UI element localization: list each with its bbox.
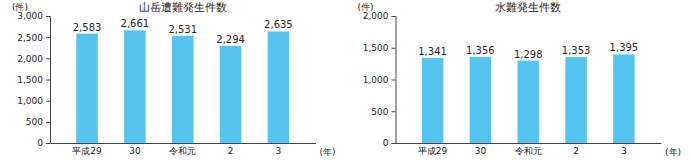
data-label: 1,356	[466, 45, 495, 56]
bar	[517, 61, 539, 143]
x-tick: 令和元	[515, 146, 542, 156]
bars	[422, 54, 635, 143]
y-axis: 0 500 1,000 1,500 2,000	[363, 11, 396, 148]
y-tick-label: 500	[371, 107, 388, 117]
y-tick-mark	[46, 80, 50, 81]
y-tick: 2,500	[17, 33, 50, 43]
bars	[76, 30, 289, 143]
y-tick-mark	[46, 143, 50, 144]
y-tick-label: 3,000	[17, 11, 43, 21]
bar	[76, 34, 98, 143]
y-tick-mark	[392, 111, 396, 112]
y-tick: 1,000	[363, 75, 396, 85]
data-label: 2,583	[73, 22, 102, 33]
bar	[172, 36, 194, 143]
x-tick: 3	[621, 146, 627, 156]
x-tick: 30	[475, 146, 487, 156]
y-tick-label: 500	[26, 117, 43, 127]
data-label: 2,294	[216, 34, 245, 45]
x-tick-label: 平成29	[72, 146, 102, 156]
y-tick-mark	[46, 37, 50, 38]
y-tick-mark	[46, 16, 50, 17]
y-tick-mark	[392, 143, 396, 144]
y-tick: 500	[26, 117, 50, 127]
x-tick: 令和元	[169, 146, 196, 156]
x-axis-title: (年)	[665, 147, 681, 157]
data-label: 1,298	[514, 49, 543, 60]
x-axis-line	[51, 143, 317, 144]
y-tick-label: 2,000	[17, 54, 43, 64]
x-axis-title: (年)	[320, 147, 336, 157]
data-labels: 1,341 1,356 1,298 1,353 1,395	[418, 42, 638, 59]
data-label: 2,531	[168, 24, 197, 35]
y-tick-label: 1,500	[363, 43, 389, 53]
y-tick: 2,000	[17, 54, 50, 64]
bar	[565, 57, 587, 143]
y-tick: 500	[371, 107, 395, 117]
y-tick-label: 0	[37, 138, 43, 148]
y-axis-line	[46, 17, 51, 144]
y-tick-mark	[46, 101, 50, 102]
y-axis-line	[392, 17, 397, 144]
y-tick-mark	[46, 58, 50, 59]
chart-panel: 山岳遭難発生件数(件)05001,0001,5002,0002,5003,000…	[12, 1, 336, 157]
x-tick-label: 令和元	[169, 146, 196, 156]
bar	[220, 46, 242, 143]
y-tick: 0	[37, 138, 50, 148]
y-tick-mark	[392, 80, 396, 81]
data-label: 2,661	[121, 18, 150, 29]
y-tick-label: 2,500	[17, 33, 43, 43]
bar	[470, 57, 492, 143]
x-axis-line	[396, 143, 662, 144]
x-tick-label: 30	[475, 146, 487, 156]
chart-title: 水難発生件数	[495, 1, 561, 14]
data-label: 2,635	[264, 19, 293, 30]
figure: 山岳遭難発生件数(件)05001,0001,5002,0002,5003,000…	[0, 0, 691, 161]
y-tick-label: 0	[383, 138, 389, 148]
x-tick-label: 2	[573, 146, 579, 156]
x-axis: 平成29 30 令和元 2 3	[396, 144, 662, 157]
y-tick: 2,000	[363, 11, 396, 21]
x-tick: 2	[573, 146, 579, 156]
x-tick-label: 30	[129, 146, 141, 156]
data-labels: 2,583 2,661 2,531 2,294 2,635	[73, 18, 293, 45]
y-tick-label: 2,000	[363, 11, 389, 21]
x-tick: 3	[276, 146, 282, 156]
chart-panel: 水難発生件数(件)05001,0001,5002,000平成2930令和元23(…	[357, 1, 681, 157]
x-tick: 2	[228, 146, 234, 156]
y-tick: 0	[383, 138, 396, 148]
y-tick: 1,500	[17, 75, 50, 85]
y-tick-label: 1,000	[17, 96, 43, 106]
data-label: 1,341	[418, 46, 447, 57]
x-tick-label: 平成29	[418, 146, 448, 156]
x-tick: 平成29	[418, 146, 448, 156]
chart-title: 山岳遭難発生件数	[139, 1, 227, 14]
y-axis: 0 500 1,000 1,500 2,000 2,500 3,000	[17, 11, 50, 148]
bar	[268, 31, 290, 143]
x-tick-label: 2	[228, 146, 234, 156]
bar	[422, 58, 444, 143]
y-tick: 3,000	[17, 11, 50, 21]
y-tick: 1,000	[17, 96, 50, 106]
x-tick-label: 3	[276, 146, 282, 156]
y-tick-mark	[392, 16, 396, 17]
x-tick-label: 令和元	[515, 146, 542, 156]
x-tick: 平成29	[72, 146, 102, 156]
y-tick-mark	[46, 122, 50, 123]
y-tick-mark	[392, 48, 396, 49]
x-tick: 30	[129, 146, 141, 156]
y-tick: 1,500	[363, 43, 396, 53]
y-tick-label: 1,000	[363, 75, 389, 85]
bar	[124, 30, 146, 143]
bar	[613, 54, 635, 143]
y-tick-label: 1,500	[17, 75, 43, 85]
data-label: 1,395	[610, 42, 639, 53]
x-axis: 平成29 30 令和元 2 3	[51, 144, 317, 157]
data-label: 1,353	[562, 45, 591, 56]
x-tick-label: 3	[621, 146, 627, 156]
